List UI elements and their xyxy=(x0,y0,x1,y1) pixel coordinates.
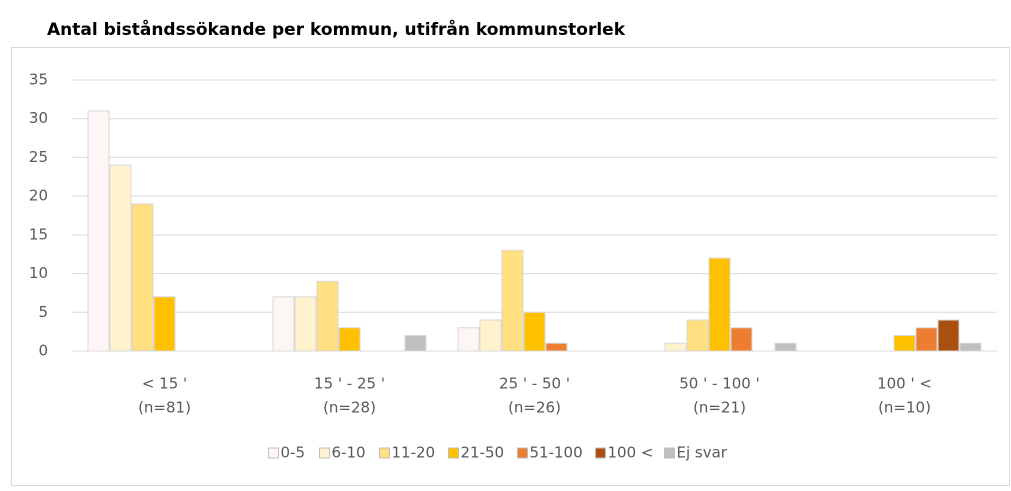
bar xyxy=(272,296,295,352)
bar xyxy=(959,342,982,352)
legend-label: Ej svar xyxy=(677,444,728,462)
x-tick-label: (n=26) xyxy=(508,399,561,417)
legend-label: 100 < xyxy=(608,444,654,462)
bar xyxy=(479,319,502,352)
bar xyxy=(937,319,960,352)
legend-label: 11-20 xyxy=(392,444,436,462)
y-tick-label: 0 xyxy=(38,342,48,360)
legend-label: 0-5 xyxy=(281,444,306,462)
bar xyxy=(316,280,339,352)
legend-label: 21-50 xyxy=(461,444,505,462)
chart-title: Antal biståndssökande per kommun, utifrå… xyxy=(47,18,626,40)
y-tick-label: 35 xyxy=(29,71,48,89)
bar xyxy=(501,249,524,352)
bar xyxy=(893,335,916,352)
bar xyxy=(774,342,797,352)
x-tick-label: (n=10) xyxy=(878,399,931,417)
x-tick-label: 50 ' - 100 ' xyxy=(679,375,759,393)
bar xyxy=(708,257,731,352)
y-tick-label: 5 xyxy=(38,303,48,321)
legend-swatch xyxy=(268,447,279,459)
bar xyxy=(545,342,568,352)
bar xyxy=(294,296,317,352)
legend-label: 6-10 xyxy=(332,444,366,462)
x-tick-label: < 15 ' xyxy=(142,375,187,393)
y-tick-label: 25 xyxy=(29,148,48,166)
bar xyxy=(109,164,132,352)
bar xyxy=(457,327,480,352)
bar xyxy=(915,327,938,352)
y-tick-label: 10 xyxy=(29,264,48,282)
legend-swatch xyxy=(379,447,390,459)
bar xyxy=(404,335,427,352)
x-tick-label: 25 ' - 50 ' xyxy=(499,375,570,393)
bar xyxy=(338,327,361,352)
x-tick-label: 100 ' < xyxy=(877,375,932,393)
x-tick-label: (n=21) xyxy=(693,399,746,417)
bar xyxy=(153,296,176,352)
legend-swatch xyxy=(595,447,606,459)
bar xyxy=(131,203,154,352)
legend-label: 51-100 xyxy=(530,444,583,462)
x-tick-label: (n=81) xyxy=(138,399,191,417)
bar xyxy=(730,327,753,352)
bar xyxy=(686,319,709,352)
y-tick-label: 20 xyxy=(29,187,48,205)
x-tick-label: 15 ' - 25 ' xyxy=(314,375,385,393)
legend-swatch xyxy=(319,447,330,459)
y-tick-label: 30 xyxy=(29,109,48,127)
legend-swatch xyxy=(664,447,675,459)
legend-swatch xyxy=(448,447,459,459)
bar xyxy=(664,342,687,352)
bar xyxy=(523,311,546,352)
legend-swatch xyxy=(517,447,528,459)
x-tick-label: (n=28) xyxy=(323,399,376,417)
y-tick-label: 15 xyxy=(29,225,48,243)
bar xyxy=(87,110,110,352)
